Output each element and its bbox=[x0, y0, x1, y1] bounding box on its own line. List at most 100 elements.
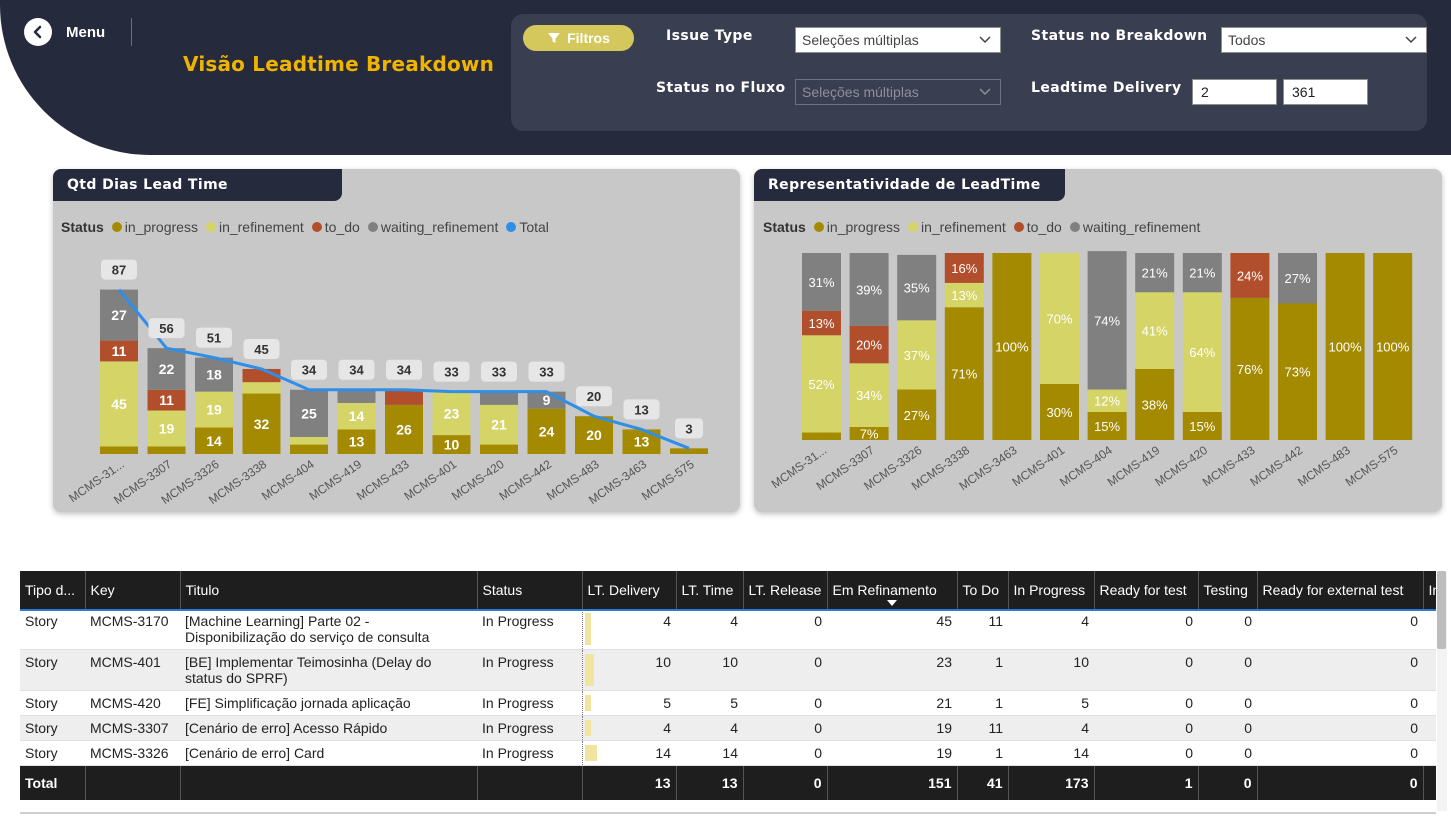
bar-segment-in-refinement[interactable] bbox=[290, 436, 328, 445]
bar-segment-in-refinement[interactable] bbox=[1182, 292, 1222, 412]
table-scrollbar[interactable] bbox=[1437, 571, 1447, 811]
bar-segment-in-refinement[interactable] bbox=[1135, 292, 1175, 369]
legend-item[interactable]: to_do bbox=[311, 219, 360, 235]
table-scrollbar-thumb[interactable] bbox=[1437, 571, 1446, 649]
bar-segment-in-progress[interactable] bbox=[944, 307, 984, 440]
bar-segment-in-progress[interactable] bbox=[1325, 253, 1365, 440]
bar-segment-in-progress[interactable] bbox=[575, 416, 613, 454]
bar-segment-in-refinement[interactable] bbox=[897, 320, 937, 390]
bar-segment-in-refinement[interactable] bbox=[480, 404, 518, 445]
table-row[interactable]: Story MCMS-401 [BE] Implementar Teimosinha… bbox=[20, 649, 1436, 691]
bar-segment-in-refinement[interactable] bbox=[849, 363, 889, 427]
bar-segment-in-progress[interactable] bbox=[802, 432, 841, 440]
filters-button[interactable]: Filtros bbox=[523, 25, 634, 51]
bar-segment-in-refinement[interactable] bbox=[802, 335, 841, 433]
bar-segment-to-do[interactable] bbox=[802, 310, 841, 336]
cell-lt-time: 5 bbox=[676, 690, 743, 716]
legend-item[interactable]: waiting_refinement bbox=[1069, 219, 1200, 235]
bar-segment-in-progress[interactable] bbox=[195, 427, 233, 454]
bar-segment-in-progress[interactable] bbox=[100, 446, 138, 454]
bar-segment-to-do[interactable] bbox=[944, 253, 984, 283]
bar-segment-in-refinement[interactable] bbox=[100, 361, 138, 447]
column-header[interactable]: Titulo bbox=[180, 571, 478, 609]
bar-segment-waiting-refinement[interactable] bbox=[337, 389, 376, 403]
legend-item[interactable]: in_progress bbox=[813, 219, 900, 235]
bar-segment-waiting-refinement[interactable] bbox=[195, 357, 233, 392]
bar-segment-waiting-refinement[interactable] bbox=[1278, 253, 1317, 304]
bar-segment-in-progress[interactable] bbox=[290, 444, 328, 454]
status-breakdown-select[interactable]: Todos bbox=[1221, 27, 1427, 53]
legend-item[interactable]: to_do bbox=[1013, 219, 1062, 235]
legend-item[interactable]: in_refinement bbox=[205, 219, 304, 235]
column-header[interactable]: Key bbox=[85, 571, 181, 609]
column-header[interactable]: In bbox=[1423, 571, 1436, 609]
bar-segment-in-refinement[interactable] bbox=[1040, 253, 1079, 384]
bar-segment-in-progress[interactable] bbox=[480, 444, 518, 454]
issue-type-select[interactable]: Seleções múltiplas bbox=[795, 27, 1001, 53]
bar-segment-waiting-refinement[interactable] bbox=[1135, 253, 1175, 293]
bar-segment-in-progress[interactable] bbox=[432, 435, 471, 454]
menu-button[interactable]: Menu bbox=[24, 18, 105, 46]
bar-segment-waiting-refinement[interactable] bbox=[100, 289, 138, 341]
bar-segment-in-refinement[interactable] bbox=[195, 391, 233, 428]
column-header[interactable]: Ready for test bbox=[1094, 571, 1199, 609]
bar-segment-to-do[interactable] bbox=[100, 340, 138, 362]
bar-segment-in-refinement[interactable] bbox=[147, 410, 186, 447]
bar-segment-waiting-refinement[interactable] bbox=[849, 253, 889, 326]
bar-segment-to-do[interactable] bbox=[385, 389, 423, 405]
bar-segment-in-progress[interactable] bbox=[1230, 297, 1270, 440]
bar-segment-in-progress[interactable] bbox=[992, 253, 1032, 440]
bar-segment-in-refinement[interactable] bbox=[1087, 389, 1127, 412]
column-header-sorted[interactable]: Em Refinamento bbox=[827, 571, 958, 609]
bar-segment-in-progress[interactable] bbox=[849, 426, 889, 440]
bar-segment-to-do[interactable] bbox=[1230, 253, 1270, 298]
bar-segment-in-progress[interactable] bbox=[1087, 411, 1127, 440]
bar-segment-waiting-refinement[interactable] bbox=[802, 253, 841, 311]
status-fluxo-select[interactable]: Seleções múltiplas bbox=[795, 79, 1001, 105]
column-header[interactable]: LT. Delivery bbox=[582, 571, 677, 609]
table-row[interactable]: Story MCMS-3326 [Cenário de erro] Card In P… bbox=[20, 740, 1436, 766]
bar-segment-in-progress[interactable] bbox=[1278, 303, 1317, 440]
bar-segment-in-progress[interactable] bbox=[385, 404, 423, 454]
bar-segment-in-progress[interactable] bbox=[527, 408, 566, 454]
column-header[interactable]: In Progress bbox=[1008, 571, 1095, 609]
legend-item[interactable]: in_refinement bbox=[907, 219, 1006, 235]
table-row[interactable]: Story MCMS-420 [FE] Simplificação jornada … bbox=[20, 690, 1436, 716]
bar-segment-in-refinement[interactable] bbox=[337, 402, 376, 430]
bar-segment-in-progress[interactable] bbox=[1135, 368, 1175, 440]
bar-segment-waiting-refinement[interactable] bbox=[480, 391, 518, 405]
bar-segment-waiting-refinement[interactable] bbox=[290, 389, 328, 437]
lt-delivery-value: 14 bbox=[655, 745, 671, 761]
bar-segment-in-progress[interactable] bbox=[897, 389, 937, 440]
bar-segment-in-progress[interactable] bbox=[1373, 253, 1413, 440]
bar-segment-waiting-refinement[interactable] bbox=[147, 348, 186, 390]
bar-segment-in-progress[interactable] bbox=[1182, 411, 1222, 440]
bar-segment-waiting-refinement[interactable] bbox=[1182, 253, 1222, 293]
column-header[interactable]: LT. Release bbox=[743, 571, 828, 609]
legend-item[interactable]: Total bbox=[506, 219, 549, 235]
bar-segment-in-refinement[interactable] bbox=[944, 282, 984, 308]
bar-segment-waiting-refinement[interactable] bbox=[1087, 251, 1127, 390]
column-header[interactable]: Testing bbox=[1198, 571, 1258, 609]
bar-segment-to-do[interactable] bbox=[147, 389, 186, 411]
leadtime-min-input[interactable]: 2 bbox=[1192, 79, 1277, 105]
column-header[interactable]: Status bbox=[477, 571, 583, 609]
column-header[interactable]: LT. Time bbox=[676, 571, 744, 609]
column-header[interactable]: Tipo d... bbox=[20, 571, 86, 609]
leadtime-max-input[interactable]: 361 bbox=[1283, 79, 1368, 105]
bar-segment-in-progress[interactable] bbox=[147, 446, 186, 454]
bar-segment-in-progress[interactable] bbox=[242, 393, 281, 454]
bar-segment-in-refinement[interactable] bbox=[432, 391, 471, 436]
table-row[interactable]: Story MCMS-3170 [Machine Learning] Parte 0… bbox=[20, 609, 1436, 650]
column-header[interactable]: Ready for external test bbox=[1257, 571, 1424, 609]
bar-segment-in-progress[interactable] bbox=[670, 448, 708, 454]
bar-segment-in-refinement[interactable] bbox=[242, 382, 281, 394]
legend-item[interactable]: in_progress bbox=[111, 219, 198, 235]
table-row[interactable]: Story MCMS-3307 [Cenário de erro] Acesso R… bbox=[20, 715, 1436, 741]
bar-segment-in-progress[interactable] bbox=[1040, 383, 1079, 440]
column-header[interactable]: To Do bbox=[957, 571, 1009, 609]
bar-segment-waiting-refinement[interactable] bbox=[897, 254, 937, 321]
bar-segment-in-progress[interactable] bbox=[337, 429, 376, 454]
bar-segment-to-do[interactable] bbox=[849, 325, 889, 364]
legend-item[interactable]: waiting_refinement bbox=[367, 219, 498, 235]
